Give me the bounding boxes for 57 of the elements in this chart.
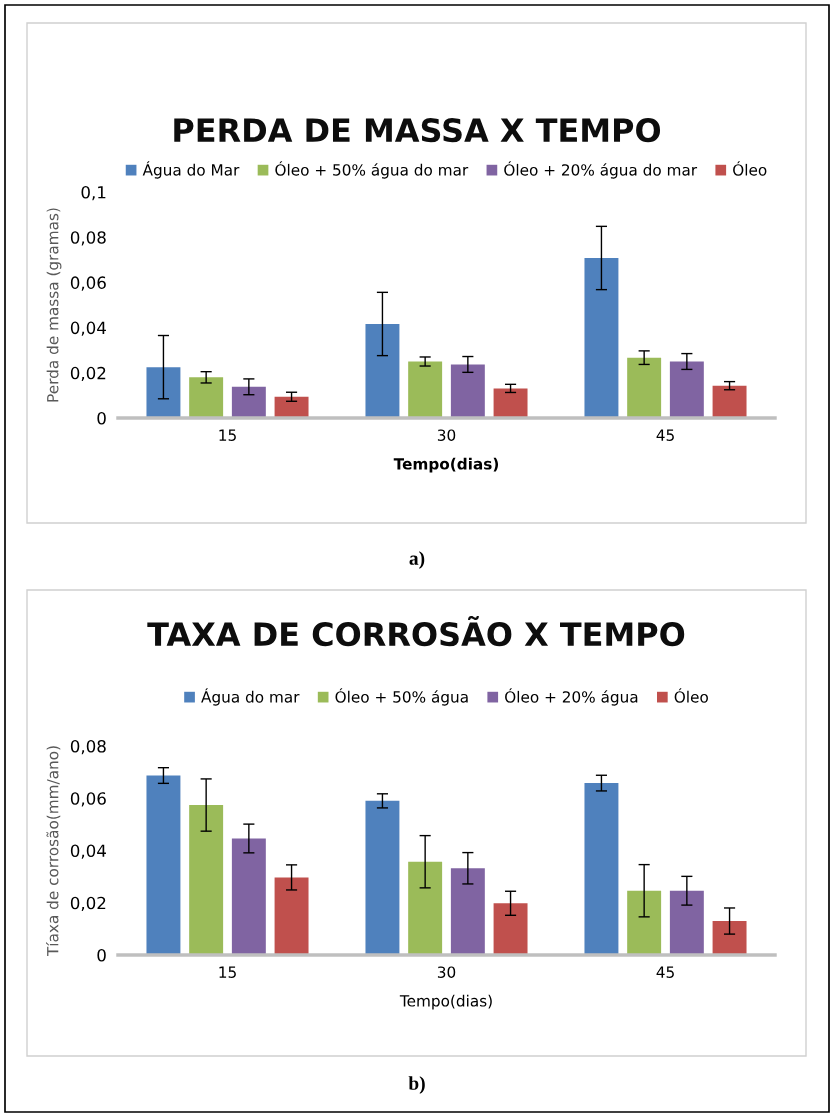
y-axis-title: Tíaxa de corrosão(mm/ano): [46, 746, 61, 957]
bar: [189, 805, 224, 955]
bar: [408, 361, 443, 418]
x-tick-label: 45: [656, 429, 674, 441]
y-tick-label: 0,04: [70, 844, 106, 859]
bar: [627, 890, 662, 955]
bar: [274, 877, 309, 955]
bar: [274, 396, 309, 418]
bar: [712, 385, 747, 418]
bar: [493, 388, 528, 418]
chart-title: TAXA DE CORROSÃO X TEMPO: [147, 615, 685, 647]
bar: [584, 257, 619, 418]
legend-label: Óleo + 20% água do mar: [504, 161, 698, 179]
legend-label: Óleo: [674, 688, 708, 703]
legend-label: Água do Mar: [142, 161, 240, 179]
y-tick-label: 0,08: [70, 739, 106, 755]
y-axis-title: Perda de massa (gramas): [46, 208, 62, 402]
bar: [493, 903, 528, 955]
bar: [450, 868, 485, 955]
y-tick-label: 0,06: [70, 792, 106, 807]
bar: [231, 838, 266, 955]
bar: [365, 800, 400, 955]
y-tick-label: 0: [97, 411, 106, 425]
y-tick-label: 0,06: [70, 276, 106, 291]
legend-label: Óleo + 20% água: [505, 688, 638, 706]
y-tick-label: 0,1: [81, 185, 106, 201]
bar: [669, 890, 704, 955]
bar: [584, 783, 619, 955]
legend-label: Água do mar: [201, 688, 300, 706]
x-tick-label: 15: [219, 966, 236, 978]
bar: [712, 921, 747, 955]
text: a): [409, 551, 425, 569]
x-axis-title: Tempo(dias): [393, 457, 499, 473]
legend-label: Óleo + 50% água do mar: [275, 161, 469, 179]
bar: [450, 364, 485, 418]
x-axis-title: Tempo(dias): [399, 994, 492, 1010]
y-tick-label: 0: [97, 948, 106, 962]
x-tick-label: 45: [656, 966, 674, 978]
bar: [669, 361, 704, 418]
y-tick-label: 0,02: [70, 896, 106, 912]
bar: [146, 367, 181, 418]
x-tick-label: 15: [219, 429, 236, 441]
x-tick-label: 30: [437, 429, 456, 441]
text: b): [408, 1076, 425, 1094]
x-tick-label: 30: [437, 966, 456, 978]
y-tick-label: 0,04: [70, 321, 106, 336]
y-tick-label: 0,02: [70, 366, 106, 382]
bar: [146, 775, 181, 955]
bar: [365, 323, 400, 418]
chart-title: PERDA DE MASSA X TEMPO: [174, 118, 661, 143]
bar: [408, 861, 443, 955]
bar: [189, 377, 224, 418]
y-tick-label: 0,08: [70, 231, 106, 246]
legend-label: Óleo: [733, 161, 767, 176]
bar: [627, 357, 662, 418]
legend-label: Óleo + 50% água: [335, 688, 468, 706]
bar: [231, 386, 266, 418]
